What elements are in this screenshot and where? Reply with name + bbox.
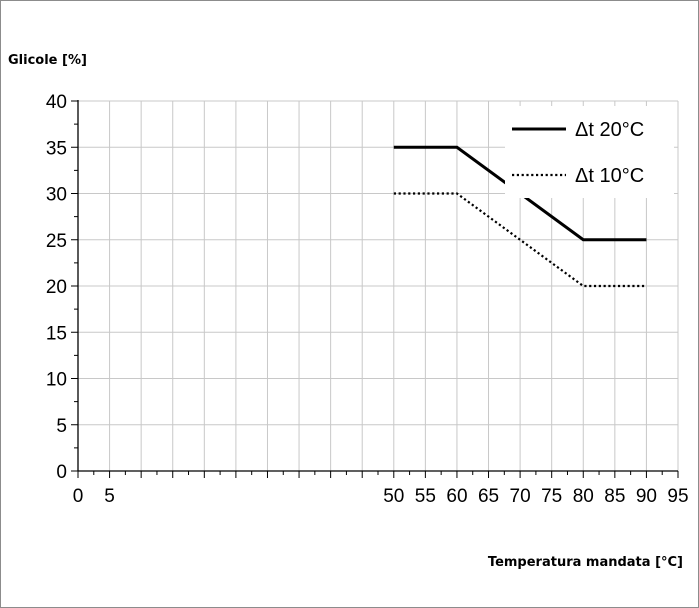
x-tick-label: 0 xyxy=(73,486,84,507)
y-tick-label: 30 xyxy=(46,185,67,206)
x-tick-label: 50 xyxy=(383,486,404,507)
x-axis-title: Temperatura mandata [°C] xyxy=(487,555,683,570)
x-tick-label: 60 xyxy=(446,486,467,507)
x-tick-label: 55 xyxy=(415,486,436,507)
y-tick-label: 15 xyxy=(46,323,67,344)
legend-box xyxy=(505,106,674,198)
x-tick-label: 85 xyxy=(604,486,625,507)
y-tick-label: 5 xyxy=(56,416,67,437)
legend-label: Δt 10°C xyxy=(575,165,644,187)
tick-marks xyxy=(71,100,679,478)
y-tick-label: 20 xyxy=(46,277,67,298)
x-tick-label: 95 xyxy=(667,486,688,507)
x-tick-label: 90 xyxy=(636,486,657,507)
series-line-2 xyxy=(393,192,647,288)
legend: Δt 20°C Δt 10°C xyxy=(505,106,674,198)
y-tick-label: 35 xyxy=(46,138,67,159)
y-tick-label: 25 xyxy=(46,231,67,252)
legend-label: Δt 20°C xyxy=(575,119,644,141)
x-tick-label: 5 xyxy=(104,486,115,507)
y-tick-label: 10 xyxy=(46,370,67,391)
x-tick-label: 75 xyxy=(541,486,562,507)
y-tick-label: 0 xyxy=(56,462,67,483)
x-tick-label: 70 xyxy=(510,486,531,507)
x-tick-label: 80 xyxy=(573,486,594,507)
y-tick-label: 40 xyxy=(46,92,67,113)
y-axis-title: Glicole [%] xyxy=(8,53,87,68)
x-tick-label: 65 xyxy=(478,486,499,507)
